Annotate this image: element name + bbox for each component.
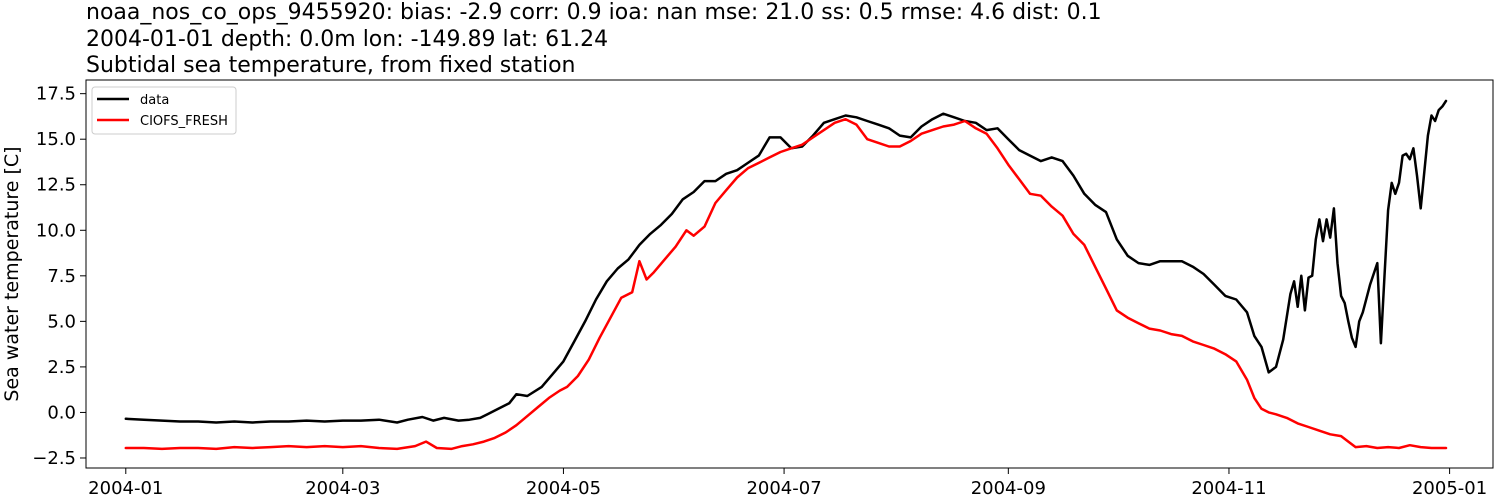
y-axis-label: Sea water temperature [C]: [1, 146, 23, 401]
x-tick-label: 2004-09: [971, 478, 1046, 499]
title-line-description: Subtidal sea temperature, from fixed sta…: [86, 53, 576, 78]
x-tick-label: 2004-11: [1191, 478, 1266, 499]
plot-frame: [85, 79, 1494, 469]
x-axis: 2004-01 2004-03 2004-05 2004-07 2004-09 2004-…: [88, 468, 1487, 499]
y-axis: 17.5 15.0 12.5 10.0 7.5 5.0 2.5 0.0 −2.5: [32, 84, 86, 469]
y-tick-label: 17.5: [36, 84, 76, 105]
x-tick-label: 2004-05: [526, 478, 601, 499]
series-line-ciofs-fresh: [124, 117, 1448, 451]
legend: data CIOFS_FRESH: [91, 86, 237, 135]
x-tick-label: 2004-01: [88, 478, 163, 499]
y-tick-label: 12.5: [36, 175, 76, 196]
y-tick-label: 7.5: [47, 266, 76, 287]
title-line-location: 2004-01-01 depth: 0.0m lon: -149.89 lat:…: [86, 26, 609, 52]
y-tick-label: 0.0: [47, 402, 76, 423]
x-tick-label: 2005-01: [1412, 478, 1487, 499]
legend-label-ciofs-fresh: CIOFS_FRESH: [140, 114, 228, 129]
y-tick-label: 10.0: [36, 220, 76, 241]
y-tick-label: 5.0: [47, 311, 76, 332]
x-tick-label: 2004-07: [746, 478, 821, 499]
series-line-data: [124, 99, 1448, 424]
legend-label-data: data: [140, 93, 169, 108]
x-tick-label: 2004-03: [305, 478, 380, 499]
y-tick-label: −2.5: [32, 448, 76, 469]
chart-title: noaa_nos_co_ops_9455920: bias: -2.9 corr…: [86, 0, 1102, 80]
title-line-stats: noaa_nos_co_ops_9455920: bias: -2.9 corr…: [86, 0, 1102, 25]
y-tick-label: 15.0: [36, 129, 76, 150]
y-tick-label: 2.5: [47, 357, 76, 378]
